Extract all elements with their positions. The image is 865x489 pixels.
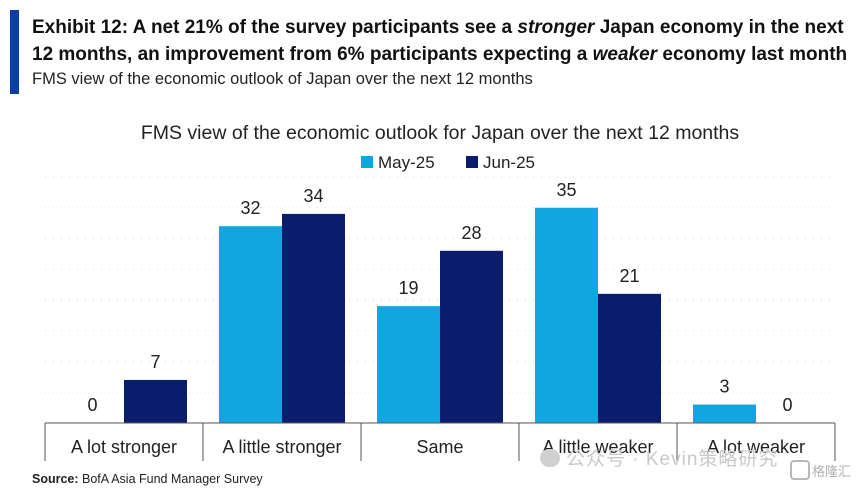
bar-jun-25 — [598, 293, 661, 423]
title-text-3: economy last month — [657, 44, 848, 65]
source-note: Source: BofA Asia Fund Manager Survey — [32, 472, 263, 486]
data-label: 0 — [782, 395, 792, 415]
bar-jun-25 — [124, 379, 187, 423]
x-tick-label: A little weaker — [542, 437, 653, 457]
legend-swatch-jun-25 — [466, 156, 478, 168]
bar-may-25 — [535, 207, 598, 423]
legend-label-may-25: May-25 — [378, 153, 435, 172]
accent-bar — [10, 10, 19, 94]
legend-swatch-may-25 — [361, 156, 373, 168]
data-label: 35 — [556, 180, 576, 200]
source-label: Source: — [32, 472, 79, 486]
x-tick-label: Same — [416, 437, 463, 457]
gelonghui-icon — [790, 460, 810, 480]
title-text-2: Japan economy in the next 12 months, an … — [32, 17, 844, 65]
data-label: 28 — [461, 223, 481, 243]
data-label: 3 — [719, 377, 729, 397]
data-label: 32 — [240, 198, 260, 218]
data-label: 34 — [303, 186, 323, 206]
bar-may-25 — [377, 306, 440, 423]
chart-title: FMS view of the economic outlook for Jap… — [141, 122, 740, 144]
wechat-icon — [540, 449, 560, 467]
title-emphasis-stronger: stronger — [517, 17, 595, 38]
x-tick-label: A lot stronger — [71, 437, 177, 457]
data-label: 0 — [87, 395, 97, 415]
title-text-1: Exhibit 12: A net 21% of the survey part… — [32, 17, 518, 38]
x-tick-label: A lot weaker — [707, 437, 805, 457]
source-text: BofA Asia Fund Manager Survey — [78, 472, 263, 486]
bar-jun-25 — [440, 250, 503, 423]
watermark: 公众号 · Kevin策略研究 — [540, 444, 778, 471]
badge-text: 格隆汇 — [812, 464, 852, 479]
exhibit-title: Exhibit 12: A net 21% of the survey part… — [32, 14, 852, 68]
data-label: 19 — [398, 278, 418, 298]
title-emphasis-weaker: weaker — [592, 44, 658, 65]
legend-label-jun-25: Jun-25 — [483, 153, 535, 172]
bar-may-25 — [219, 226, 282, 423]
exhibit-subtitle: FMS view of the economic outlook of Japa… — [32, 70, 533, 88]
data-label: 21 — [619, 266, 639, 286]
data-label: 7 — [150, 352, 160, 372]
bar-may-25 — [693, 404, 756, 423]
watermark-badge: 格隆汇 — [790, 460, 851, 480]
bar-jun-25 — [282, 213, 345, 423]
watermark-text: 公众号 · Kevin策略研究 — [566, 449, 779, 470]
x-tick-label: A little stronger — [222, 437, 341, 457]
